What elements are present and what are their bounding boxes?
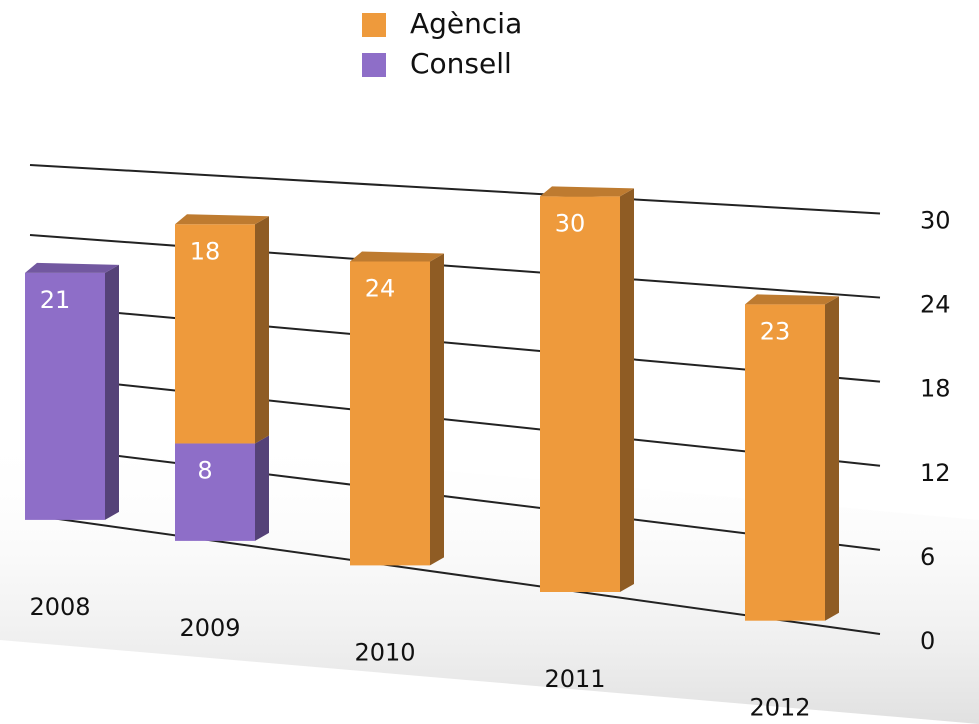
legend-label: Agència xyxy=(410,7,522,40)
bar xyxy=(175,443,255,541)
y-tick-label: 6 xyxy=(920,543,935,571)
bar-top xyxy=(25,262,119,273)
x-tick-label: 2008 xyxy=(29,593,90,621)
grid-line xyxy=(29,374,881,467)
bar-top xyxy=(175,214,269,225)
value-label: 30 xyxy=(555,209,586,237)
bar-side xyxy=(430,253,444,566)
y-tick-label: 30 xyxy=(920,206,951,234)
x-tick-label: 2011 xyxy=(544,665,605,693)
legend-label: Consell xyxy=(410,47,512,80)
grid-line xyxy=(29,444,881,551)
bar-top xyxy=(745,294,839,305)
value-label: 21 xyxy=(40,286,71,314)
legend-swatch xyxy=(362,53,386,77)
bar xyxy=(25,272,105,520)
bar-side xyxy=(620,188,634,592)
grid-line xyxy=(29,304,881,383)
value-label: 23 xyxy=(760,317,791,345)
bar xyxy=(175,224,255,444)
bar-top xyxy=(540,186,634,197)
x-tick-label: 2012 xyxy=(749,694,810,722)
bar-top xyxy=(350,251,444,262)
y-tick-label: 18 xyxy=(920,375,951,403)
value-label: 24 xyxy=(365,274,396,302)
y-tick-label: 12 xyxy=(920,459,951,487)
grid-line xyxy=(29,164,881,215)
bar-side xyxy=(105,264,119,520)
bar-side xyxy=(825,296,839,621)
grid-line xyxy=(29,234,881,299)
legend-swatch xyxy=(362,13,386,37)
grid-line xyxy=(29,514,881,635)
x-tick-label: 2010 xyxy=(354,638,415,666)
bar-side xyxy=(255,435,269,541)
bar xyxy=(745,304,825,621)
value-label: 18 xyxy=(190,237,221,265)
bar-side xyxy=(255,216,269,444)
x-tick-label: 2009 xyxy=(179,614,240,642)
y-tick-label: 24 xyxy=(920,291,951,319)
bar xyxy=(350,261,430,566)
bar xyxy=(540,196,620,592)
y-tick-label: 0 xyxy=(920,627,935,655)
value-label: 8 xyxy=(197,456,212,484)
